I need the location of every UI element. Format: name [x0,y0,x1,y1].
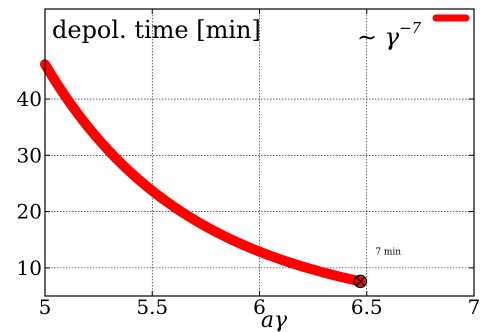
series-layer [40,59,366,287]
series-curve [40,59,366,287]
y-tick-label: 40 [17,87,42,111]
marker-annotation: 7 min [375,247,401,257]
legend: ∼ γ−7 [357,14,470,51]
y-tick-label: 20 [17,200,42,224]
x-tick-label: 6.5 [351,295,383,319]
grid-lines [45,9,474,296]
marker-cross [355,276,365,286]
x-tick-label: 5.5 [136,295,168,319]
x-tick-labels: 5 5.5 6 6.5 7 [39,295,480,319]
legend-label: ∼ γ−7 [357,19,422,51]
x-tick-label: 5 [39,295,52,319]
chart-title: depol. time [min] [52,16,261,44]
tick-marks [44,9,475,296]
x-tick-label: 6 [253,295,266,319]
x-tick-label: 7 [468,295,480,319]
y-tick-label: 10 [17,256,42,280]
y-tick-labels: 10 20 30 40 [17,87,42,280]
legend-prefix: ∼ γ [357,23,400,51]
legend-exponent: −7 [399,19,422,37]
marker-circle [353,274,368,289]
x-axis-label: aγ [261,308,288,332]
end-marker [353,274,368,289]
y-tick-label: 30 [17,143,42,167]
